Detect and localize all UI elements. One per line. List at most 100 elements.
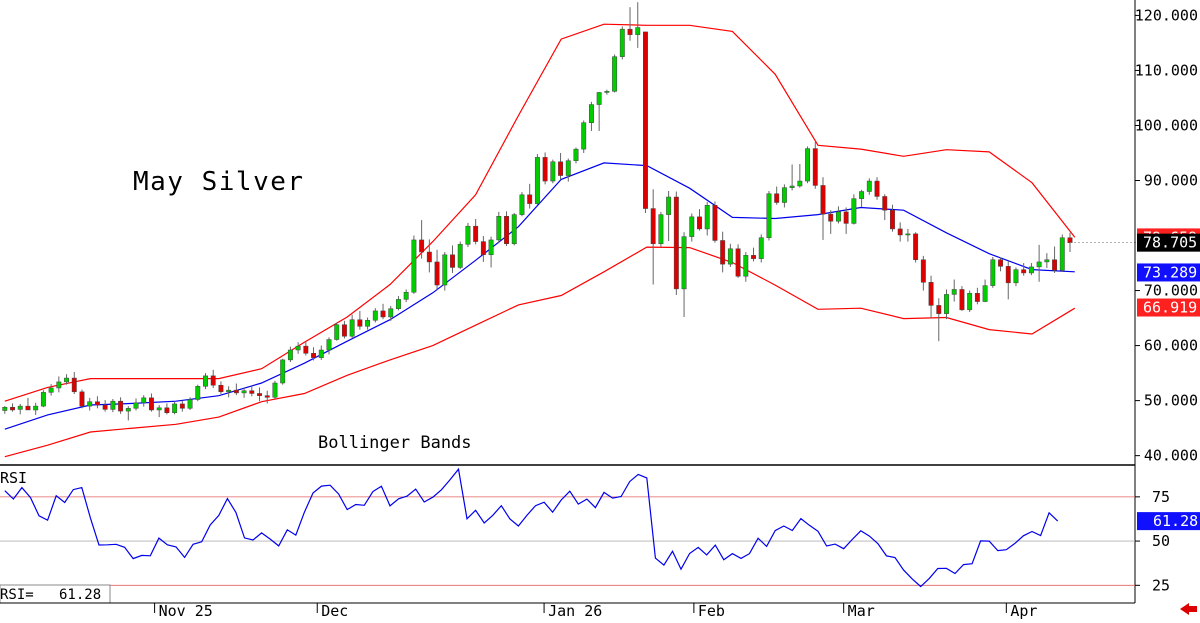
candle-down bbox=[828, 213, 834, 222]
candle-up bbox=[805, 148, 811, 182]
candle-up bbox=[372, 310, 378, 321]
candle-down bbox=[1021, 269, 1027, 274]
candle-up bbox=[349, 319, 355, 337]
rsi-panel: 75 50 25 61.28 RSI RSI= 61.28 bbox=[0, 467, 1200, 604]
candle-down bbox=[558, 161, 564, 176]
candle-up bbox=[457, 244, 463, 268]
lower-band-line bbox=[4, 246, 1076, 458]
price-gridlines bbox=[1135, 14, 1140, 457]
candle-down bbox=[149, 397, 154, 411]
candle-up bbox=[797, 180, 803, 187]
candle-down bbox=[998, 259, 1003, 267]
candle-up bbox=[17, 405, 23, 410]
candle-up bbox=[1013, 269, 1019, 284]
candle-up bbox=[403, 291, 409, 300]
rsi-axis-ticks: 75 50 25 bbox=[1135, 488, 1170, 594]
candle-down bbox=[542, 157, 548, 182]
candle-up bbox=[619, 28, 625, 57]
rsi-last-badge-label: 61.28 bbox=[1153, 512, 1198, 530]
candle-up bbox=[295, 345, 301, 351]
candle-up bbox=[496, 216, 502, 241]
candle-down bbox=[102, 404, 108, 410]
time-axis: Nov 25 Dec Jan 26 Feb Mar Apr bbox=[154, 602, 1037, 620]
candle-up bbox=[64, 377, 70, 383]
candle-down bbox=[426, 251, 432, 263]
rsi-badge-group: 61.28 bbox=[1137, 512, 1200, 531]
upper-band-line bbox=[4, 23, 1076, 402]
middle-band-badge-label: 73.289 bbox=[1143, 263, 1197, 281]
candle-down bbox=[673, 196, 679, 290]
candle-down bbox=[233, 389, 239, 394]
candle-up bbox=[859, 191, 865, 199]
time-tick-label: Dec bbox=[321, 602, 348, 619]
rsi-reference-lines bbox=[0, 496, 1135, 586]
candle-down bbox=[650, 208, 656, 245]
candle-down bbox=[1052, 259, 1058, 271]
candle-up bbox=[125, 408, 131, 412]
candle-down bbox=[25, 405, 31, 411]
candle-down bbox=[480, 241, 486, 256]
candle-up bbox=[326, 339, 332, 351]
candle-down bbox=[1005, 266, 1011, 284]
candle-down bbox=[434, 261, 440, 286]
candle-up bbox=[766, 193, 772, 238]
candle-down bbox=[94, 401, 100, 406]
candle-up bbox=[635, 27, 641, 35]
chart-title: May Silver bbox=[133, 167, 305, 197]
rsi-line-group bbox=[4, 467, 1059, 588]
candle-down bbox=[812, 148, 818, 186]
candle-up bbox=[40, 392, 46, 407]
candle-up bbox=[318, 349, 324, 358]
candle-up bbox=[851, 198, 857, 224]
candle-up bbox=[681, 236, 687, 290]
candle-down bbox=[936, 305, 942, 314]
candle-up bbox=[511, 214, 517, 245]
candle-up bbox=[550, 161, 556, 182]
candle-down bbox=[874, 180, 880, 197]
time-tick-label: Nov 25 bbox=[159, 602, 213, 619]
candle-down bbox=[720, 240, 726, 265]
candle-down bbox=[774, 193, 780, 203]
candle-down bbox=[357, 319, 363, 327]
candle-down bbox=[643, 31, 648, 209]
candle-down bbox=[210, 375, 216, 386]
candle-up bbox=[781, 187, 787, 203]
candle-down bbox=[79, 391, 85, 407]
candle-down bbox=[249, 390, 255, 394]
candle-up bbox=[789, 185, 795, 188]
candle-up bbox=[704, 205, 710, 230]
rsi-tick-label: 25 bbox=[1152, 576, 1170, 594]
candle-up bbox=[990, 259, 996, 286]
price-tick-label: 70.000 bbox=[1144, 282, 1198, 300]
candle-up bbox=[287, 349, 293, 361]
candle-down bbox=[820, 185, 826, 215]
candle-up bbox=[411, 239, 417, 293]
candle-up bbox=[241, 390, 247, 394]
candle-down bbox=[843, 211, 849, 224]
candle-up bbox=[365, 320, 371, 327]
candle-up bbox=[195, 386, 201, 400]
candle-down bbox=[341, 324, 347, 337]
candle-up bbox=[87, 401, 93, 407]
candle-up bbox=[519, 194, 525, 215]
candle-up bbox=[465, 225, 471, 245]
candle-up bbox=[951, 289, 957, 295]
candle-up bbox=[33, 405, 39, 411]
candle-up bbox=[2, 406, 8, 411]
candle-up bbox=[56, 381, 62, 389]
candle-up bbox=[866, 180, 872, 192]
scroll-left-arrow-icon[interactable] bbox=[1180, 603, 1197, 615]
candle-down bbox=[959, 289, 965, 311]
candle-up bbox=[226, 389, 232, 393]
candle-up bbox=[944, 294, 949, 314]
last-price-badge bbox=[1137, 233, 1200, 252]
candle-up bbox=[1028, 266, 1034, 274]
price-axis-ticks: 120.000 110.000 100.000 90.000 70.000 60.000 5… bbox=[1135, 6, 1198, 464]
candle-up bbox=[187, 399, 193, 409]
candle-up bbox=[133, 402, 139, 409]
candle-up bbox=[689, 216, 695, 237]
time-tick-label: Jan 26 bbox=[548, 602, 602, 619]
candle-up bbox=[534, 157, 540, 204]
